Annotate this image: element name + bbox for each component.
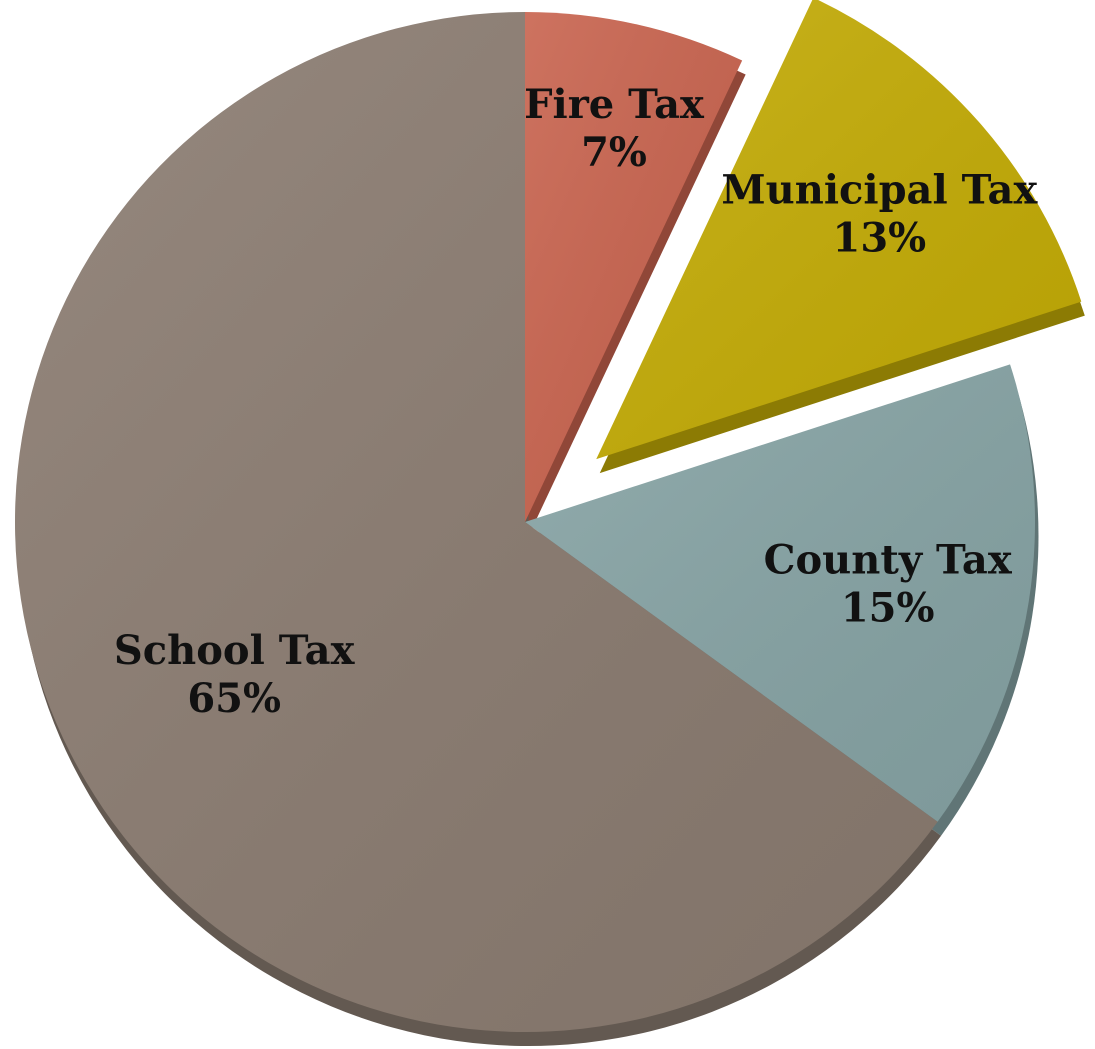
pie-slices	[15, 0, 1082, 1032]
pie-slice-sheen-school-tax	[15, 12, 938, 1032]
slice-label-fire-tax: Fire Tax	[524, 81, 705, 128]
slice-value-fire-tax: 7%	[581, 129, 647, 176]
slice-label-county-tax: County Tax	[764, 536, 1013, 583]
pie-slice-sheen-fire-tax	[525, 12, 743, 522]
slice-value-municipal-tax: 13%	[833, 215, 927, 262]
slice-label-municipal-tax: Municipal Tax	[721, 167, 1038, 214]
slice-label-school-tax: School Tax	[114, 627, 356, 674]
pie-slice-sheen-municipal-tax	[596, 0, 1082, 460]
slice-value-county-tax: 15%	[841, 584, 935, 631]
pie-slice-sheen-county-tax	[525, 364, 1035, 822]
slice-value-school-tax: 65%	[187, 675, 281, 722]
